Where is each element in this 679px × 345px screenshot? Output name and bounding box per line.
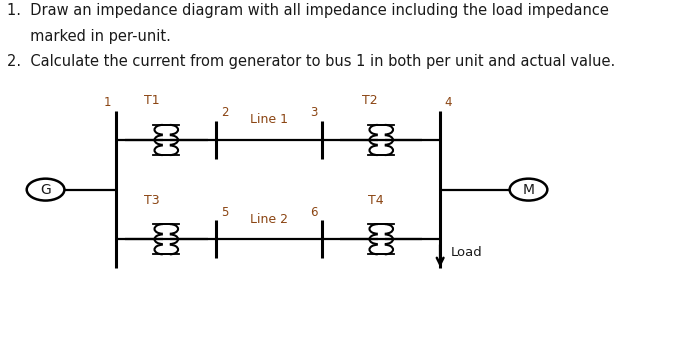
Text: T3: T3 xyxy=(144,194,160,207)
Text: 1.  Draw an impedance diagram with all impedance including the load impedance: 1. Draw an impedance diagram with all im… xyxy=(7,3,609,18)
Text: T1: T1 xyxy=(144,95,160,108)
Text: M: M xyxy=(522,183,534,197)
Text: 2.  Calculate the current from generator to bus 1 in both per unit and actual va: 2. Calculate the current from generator … xyxy=(7,55,616,69)
Text: marked in per-unit.: marked in per-unit. xyxy=(7,29,171,44)
Text: T2: T2 xyxy=(362,95,378,108)
Text: G: G xyxy=(40,183,51,197)
Text: 6: 6 xyxy=(310,206,318,219)
Text: 5: 5 xyxy=(221,206,228,219)
Text: Line 2: Line 2 xyxy=(251,213,289,226)
Text: 1: 1 xyxy=(104,96,111,109)
Text: 2: 2 xyxy=(221,107,229,119)
Text: Line 1: Line 1 xyxy=(251,113,289,126)
Text: Load: Load xyxy=(451,246,483,259)
Text: T4: T4 xyxy=(367,194,383,207)
Text: 4: 4 xyxy=(445,96,452,109)
Text: 3: 3 xyxy=(310,107,318,119)
